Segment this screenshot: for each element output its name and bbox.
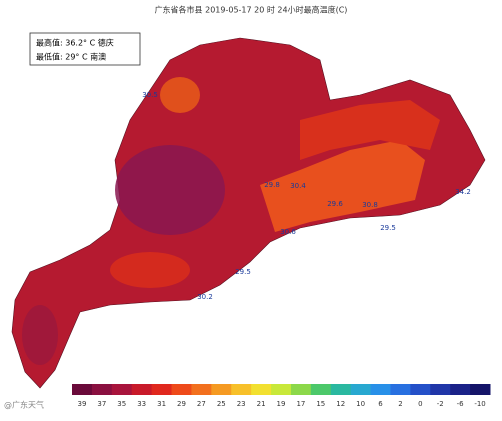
legend-label: 19	[277, 400, 286, 408]
legend-label: 33	[137, 400, 146, 408]
warm-region	[300, 100, 440, 160]
warm-region	[160, 77, 200, 113]
legend-swatch	[151, 384, 173, 395]
legend: 39 37 35 33 31 29 27 25 23 21 19 17 15 12 10 6 2 0 -2 -6 -10	[72, 384, 491, 408]
legend-label: 0	[418, 400, 422, 408]
station-value: 29.5	[235, 268, 251, 276]
station-labels: 30.5 29.8 30.4 29.6 29.5 30.6 29.5 30.2 34.2 30.8	[142, 91, 471, 301]
legend-label: -10	[474, 400, 485, 408]
legend-swatch	[111, 384, 133, 395]
station-value: 30.4	[290, 182, 306, 190]
info-frame	[29, 32, 141, 66]
legend-label: 35	[117, 400, 126, 408]
legend-label: 23	[237, 400, 246, 408]
warm-region	[110, 252, 190, 288]
max-info: 最高值: 36.2° C 德庆	[36, 38, 114, 48]
legend-swatch	[231, 384, 252, 395]
legend-swatch	[410, 384, 431, 395]
station-value: 30.5	[142, 91, 158, 99]
station-value: 29.5	[380, 224, 396, 232]
legend-label: 10	[356, 400, 365, 408]
legend-swatch	[310, 384, 332, 395]
legend-swatch	[350, 384, 372, 395]
legend-label: 25	[217, 400, 226, 408]
hot-region	[115, 145, 225, 235]
station-value: 34.2	[455, 188, 471, 196]
legend-swatch	[430, 384, 451, 395]
legend-swatch	[91, 384, 113, 395]
legend-swatch	[450, 384, 471, 395]
station-value: 30.8	[362, 201, 378, 209]
legend-swatch	[290, 384, 312, 395]
legend-label: 31	[157, 400, 166, 408]
legend-swatch	[470, 384, 491, 395]
station-value: 30.6	[280, 228, 296, 236]
legend-label: 12	[336, 400, 345, 408]
legend-label: 29	[177, 400, 186, 408]
legend-label: 39	[77, 400, 86, 408]
info-box: 最高值: 36.2° C 德庆 最低值: 29° C 南澳	[29, 32, 141, 66]
station-value: 30.2	[197, 293, 213, 301]
legend-swatch	[171, 384, 192, 395]
legend-swatch	[390, 384, 411, 395]
legend-swatch	[72, 384, 93, 395]
watermark: @广东天气	[4, 400, 44, 410]
legend-label: 6	[378, 400, 383, 408]
legend-swatch	[191, 384, 212, 395]
legend-label: 27	[197, 400, 206, 408]
legend-swatch	[131, 384, 153, 395]
legend-swatch	[370, 384, 391, 395]
station-value: 29.6	[327, 200, 343, 208]
legend-label: 2	[398, 400, 402, 408]
legend-label: 15	[316, 400, 325, 408]
legend-swatch	[211, 384, 232, 395]
hot-region	[22, 305, 58, 365]
legend-label: -2	[437, 400, 444, 408]
legend-swatch	[330, 384, 352, 395]
warm-region	[260, 140, 425, 232]
legend-label: -6	[457, 400, 465, 408]
station-value: 29.8	[264, 181, 280, 189]
min-info: 最低值: 29° C 南澳	[36, 52, 106, 62]
legend-label: 21	[257, 400, 266, 408]
legend-swatch	[271, 384, 292, 395]
map-title: 广东省各市县 2019-05-17 20 时 24小时最高温度(C)	[155, 5, 348, 15]
legend-swatch	[251, 384, 272, 395]
province-map	[11, 37, 486, 389]
legend-label: 37	[97, 400, 106, 408]
legend-label: 17	[296, 400, 305, 408]
